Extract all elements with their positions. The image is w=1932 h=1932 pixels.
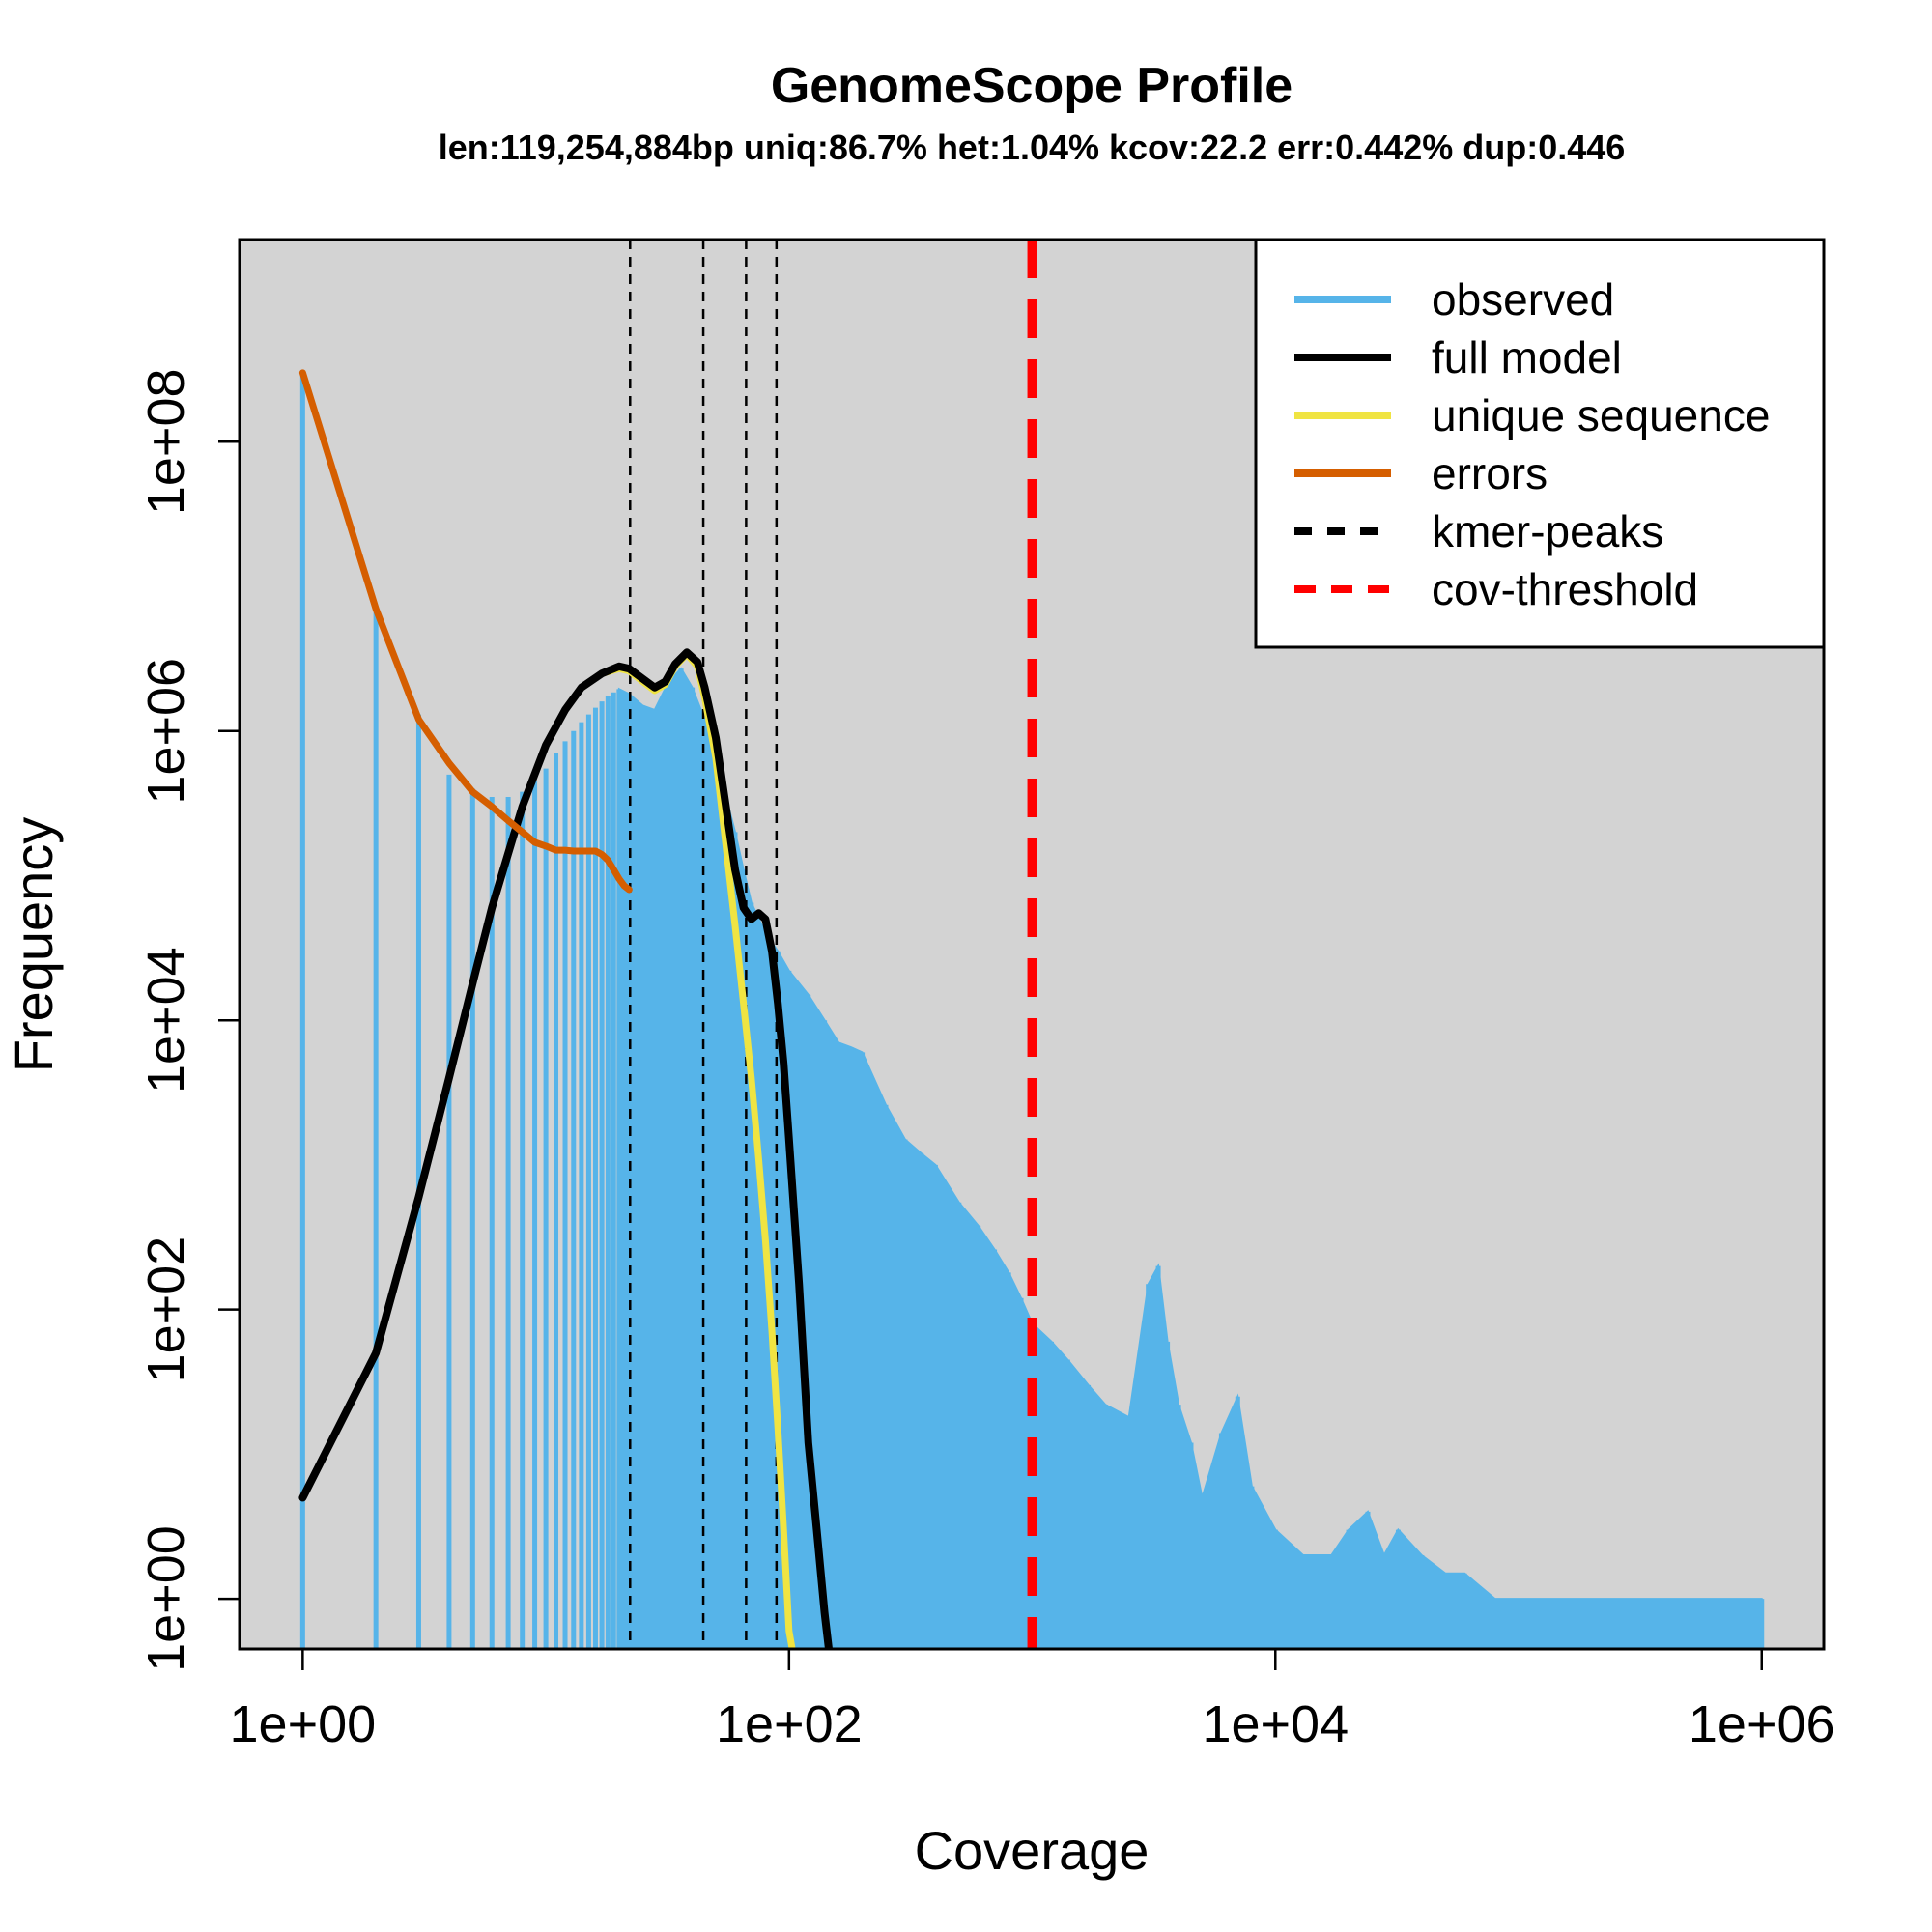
y-tick-label: 1e+04	[137, 947, 195, 1094]
legend-box	[1254, 238, 1826, 649]
chart-subtitle: len:119,254,884bp uniq:86.7% het:1.04% k…	[439, 128, 1626, 167]
y-tick-label: 1e+08	[137, 368, 195, 515]
full-model-curve	[298, 648, 834, 1649]
legend-label: errors	[1432, 448, 1548, 498]
observed-histogram	[299, 372, 1765, 1650]
x-axis-label: Coverage	[915, 1820, 1150, 1881]
observed-area	[617, 667, 1763, 1650]
legend: observed full model unique sequence errors k…	[1254, 238, 1826, 649]
legend-label: unique sequence	[1432, 390, 1770, 440]
legend-label: kmer-peaks	[1432, 506, 1663, 556]
x-tick-label: 1e+06	[1689, 1695, 1835, 1753]
y-tick-label: 1e+06	[137, 658, 195, 805]
chart-title: GenomeScope Profile	[771, 58, 1293, 114]
y-tick-label: 1e+02	[137, 1236, 195, 1383]
y-tick-label: 1e+00	[137, 1525, 195, 1672]
model-curves	[298, 369, 834, 1649]
y-axis-label: Frequency	[3, 817, 64, 1073]
errors-curve	[298, 369, 633, 894]
legend-label: full model	[1432, 332, 1622, 383]
legend-label: cov-threshold	[1432, 564, 1698, 614]
legend-label: observed	[1432, 274, 1614, 325]
x-tick-label: 1e+02	[716, 1695, 863, 1753]
x-axis: 1e+00 1e+02 1e+04 1e+06	[230, 1647, 1835, 1753]
y-axis: 1e+00 1e+02 1e+04 1e+06 1e+08	[137, 368, 242, 1672]
x-tick-label: 1e+04	[1202, 1695, 1349, 1753]
x-tick-label: 1e+00	[230, 1695, 377, 1753]
